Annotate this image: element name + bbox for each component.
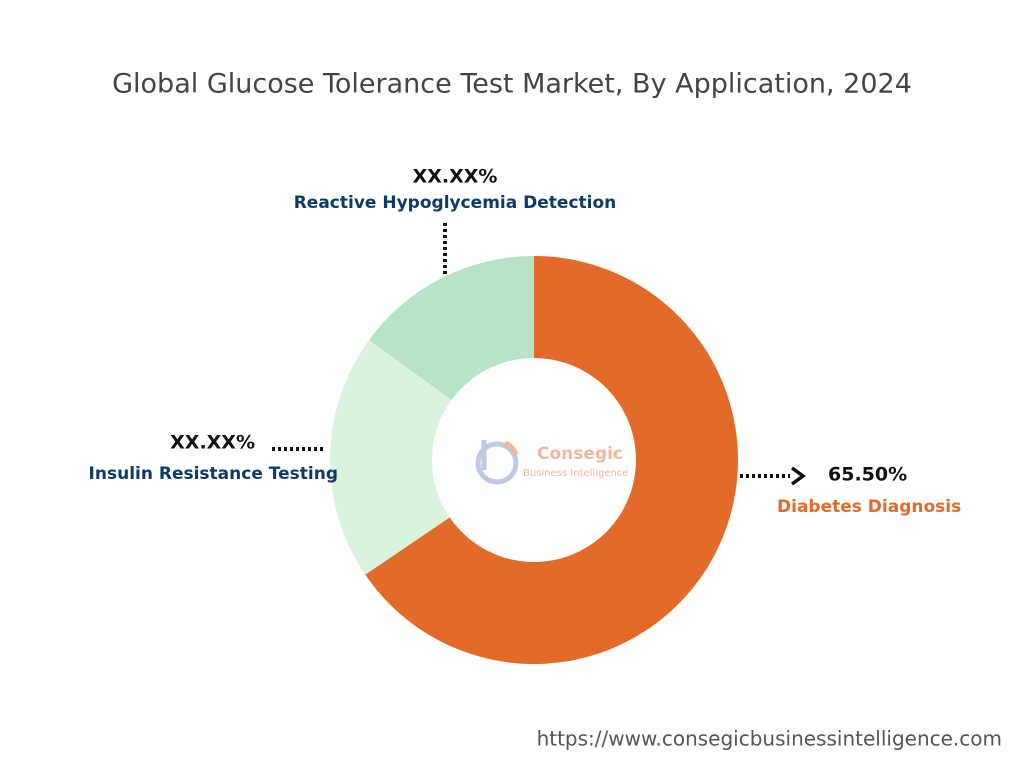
slice [329,340,452,575]
chart-title: Global Glucose Tolerance Test Market, By… [112,69,912,100]
donut [329,256,738,664]
source-url: https://www.consegicbusinessintelligence… [537,727,1002,751]
category-label: Insulin Resistance Testing [89,464,338,484]
logo-name: Consegic [537,444,623,464]
logo-mark [503,440,519,456]
logo-tagline: Business Intelligence [523,468,628,479]
value-label: 65.50% [828,464,907,486]
arrow [790,466,806,486]
category-label: Reactive Hypoglycemia Detection [294,193,617,213]
logo-mark [475,441,519,485]
value-label: XX.XX% [170,432,255,454]
logo: Consegic Business Intelligence [475,440,628,485]
slice [368,256,534,401]
slice [365,256,738,664]
value-label: XX.XX% [413,166,498,188]
category-label: Diabetes Diagnosis [777,497,961,517]
